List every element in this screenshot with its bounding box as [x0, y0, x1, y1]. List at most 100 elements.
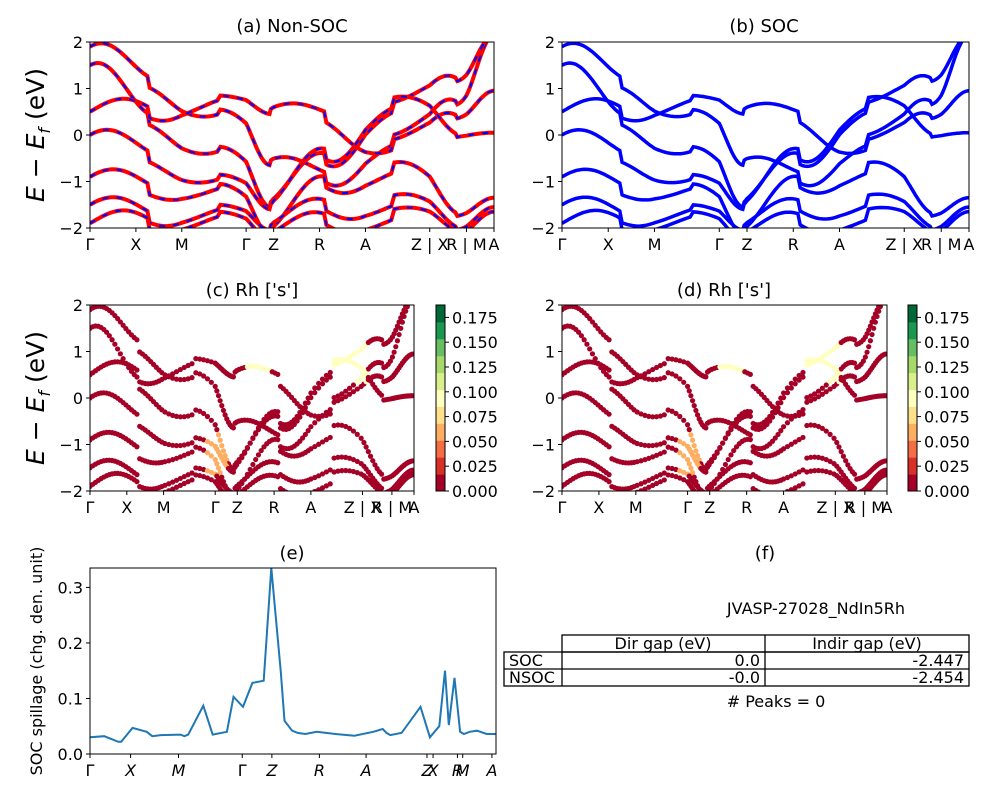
- band-point: [212, 422, 218, 428]
- k-point-label: Z | X: [817, 498, 855, 517]
- band-point: [650, 414, 656, 420]
- band-point: [665, 472, 671, 478]
- band-point: [657, 479, 664, 485]
- band-point: [177, 442, 183, 449]
- band-point: [242, 450, 248, 456]
- band-point: [208, 417, 214, 423]
- band-point: [323, 437, 329, 443]
- band-point: [661, 470, 667, 476]
- colorbar-tick-label: 0.125: [452, 358, 498, 377]
- k-point-label: Z | X: [344, 498, 382, 517]
- panel-e-soc-spillage: (e) SOC spillage (chg. den. unit) 0.0 0.1…: [27, 543, 497, 780]
- band-point: [665, 435, 671, 441]
- k-point-label: Γ: [242, 235, 251, 254]
- band-point: [394, 338, 401, 344]
- band-marks: [562, 305, 887, 491]
- band-point: [319, 376, 326, 382]
- band-point: [638, 481, 644, 487]
- y-tick-label: −1: [59, 436, 83, 455]
- band-point: [350, 389, 357, 395]
- colorbar-tick-label: 0.125: [924, 358, 970, 377]
- y-tick-label: 0: [73, 389, 83, 408]
- band-point: [339, 454, 345, 460]
- band-point: [642, 442, 648, 448]
- band-point: [788, 473, 794, 479]
- band-point: [398, 315, 404, 321]
- band-line-soc-dashed: [90, 89, 494, 155]
- band-point: [393, 344, 399, 350]
- band-point: [204, 450, 211, 456]
- band-point: [409, 393, 414, 399]
- band-point: [800, 481, 806, 487]
- band-point: [275, 437, 281, 443]
- band-point: [316, 441, 322, 447]
- band-point: [215, 432, 222, 438]
- band-point: [691, 488, 697, 491]
- k-point-label: Γ: [683, 498, 692, 517]
- band-point: [389, 354, 396, 360]
- band-point: [189, 470, 195, 476]
- band-point: [772, 435, 778, 441]
- band-point: [247, 440, 253, 446]
- y-tick-label: 0.3: [58, 578, 83, 597]
- band-point: [220, 448, 227, 454]
- band-point: [693, 448, 699, 454]
- band-point: [335, 398, 341, 404]
- band-point: [219, 403, 225, 409]
- band-point: [819, 354, 825, 360]
- band-point: [834, 439, 840, 446]
- band-point: [792, 381, 798, 387]
- band-point: [792, 439, 798, 445]
- band-point: [217, 470, 223, 476]
- band-point: [350, 456, 357, 463]
- k-point-label: R: [269, 498, 280, 517]
- band-point: [302, 431, 308, 438]
- band-point: [653, 480, 660, 487]
- band-point: [208, 453, 214, 459]
- colorbar-swatch: [436, 389, 445, 407]
- band-point: [812, 454, 818, 460]
- colorbar-swatch: [908, 423, 917, 441]
- band-point: [653, 414, 660, 420]
- band-point: [673, 357, 679, 363]
- band-line-soc: [562, 89, 969, 156]
- table-row-nsoc-indir: -2.454: [912, 668, 964, 687]
- band-point: [214, 461, 220, 467]
- band-point: [106, 333, 112, 339]
- band-point: [335, 468, 341, 474]
- k-point-label: A: [360, 761, 372, 780]
- band-point: [796, 469, 802, 475]
- band-point: [767, 413, 773, 420]
- panel-f-title: (f): [755, 543, 775, 564]
- band-point: [134, 472, 140, 478]
- band-point: [731, 420, 737, 427]
- band-point: [851, 337, 858, 343]
- band-point: [173, 477, 180, 483]
- band-point: [193, 472, 199, 478]
- colorbar-swatch: [436, 474, 445, 492]
- k-point-label: R: [788, 235, 799, 254]
- band-point: [657, 362, 664, 369]
- k-point-label: A: [834, 235, 845, 254]
- colorbar-tick-label: 0.075: [924, 408, 970, 427]
- band-point: [836, 444, 842, 450]
- k-point-label: A: [409, 498, 420, 517]
- peaks-count: # Peaks = 0: [727, 692, 826, 711]
- k-point-label: X: [427, 761, 440, 780]
- band-point: [387, 358, 394, 364]
- band-point: [193, 356, 199, 362]
- band-point: [189, 375, 195, 381]
- band-point: [688, 432, 694, 438]
- k-point-label: M: [175, 235, 189, 254]
- band-point: [677, 475, 683, 481]
- k-point-label: Z: [420, 761, 433, 780]
- k-point-label: X: [124, 761, 137, 780]
- band-point: [346, 468, 353, 474]
- k-point-label: A: [360, 235, 371, 254]
- band-point: [650, 482, 656, 488]
- colorbar-swatch: [436, 321, 445, 340]
- k-point-label: Z | X: [411, 235, 449, 254]
- y-tick-label: 0.0: [58, 745, 83, 764]
